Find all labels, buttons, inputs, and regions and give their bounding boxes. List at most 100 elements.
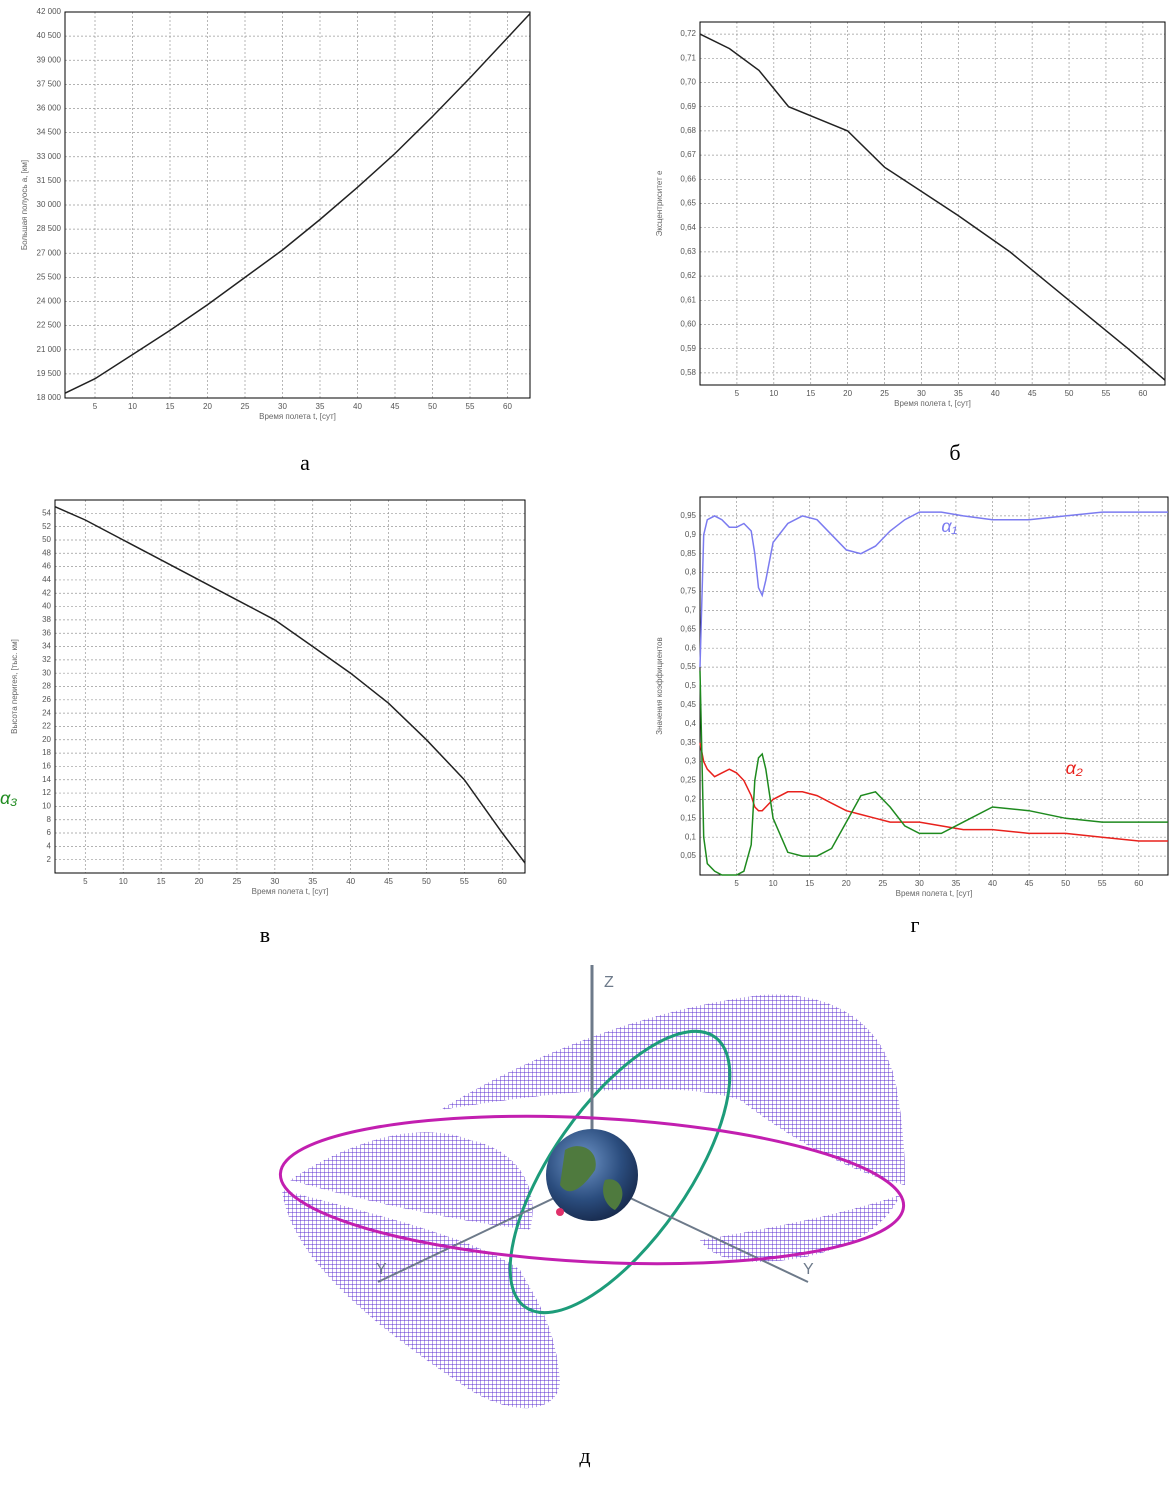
y-tick-label: 2 xyxy=(47,855,52,864)
y-tick-label: 20 xyxy=(42,735,51,744)
x-tick-label: 15 xyxy=(806,389,815,398)
y-tick-label: 0,71 xyxy=(680,53,696,62)
y-tick-label: 18 000 xyxy=(37,393,62,402)
y-tick-label: 0,8 xyxy=(685,568,697,577)
y-tick-label: 27 000 xyxy=(37,248,62,257)
trajectory-surface xyxy=(440,994,905,1185)
x-tick-label: 15 xyxy=(166,402,175,411)
x-tick-label: 40 xyxy=(353,402,362,411)
y-tick-label: 0,67 xyxy=(680,150,696,159)
y-tick-label: 0,4 xyxy=(685,719,697,728)
x-tick-label: 50 xyxy=(1061,879,1070,888)
y-tick-label: 28 xyxy=(42,682,51,691)
final-orbit xyxy=(278,1114,906,1266)
x-tick-label: 35 xyxy=(316,402,325,411)
panel-caption: а xyxy=(300,450,310,475)
y-tick-label: 0,3 xyxy=(685,757,697,766)
y-tick-label: 4 xyxy=(47,841,52,850)
x-tick-label: 20 xyxy=(203,402,212,411)
y-tick-label: 18 xyxy=(42,748,51,757)
x-tick-label: 10 xyxy=(769,389,778,398)
x-tick-label: 30 xyxy=(278,402,287,411)
x-tick-label: 50 xyxy=(1065,389,1074,398)
panel-caption: г xyxy=(910,912,919,937)
x-axis-label: Время полета t, [сут] xyxy=(896,889,973,898)
y-tick-label: 37 500 xyxy=(37,79,62,88)
y-tick-label: 0,68 xyxy=(680,126,696,135)
y-tick-label: 48 xyxy=(42,548,51,557)
x-axis-label: Время полета t, [сут] xyxy=(894,399,971,408)
x-tick-label: 35 xyxy=(954,389,963,398)
chart: 0,05 0,1 0,15 0,2 0,25 0,3 0,35 0,4 0,45 0,5 0,55 0… xyxy=(0,496,1169,937)
y-tick-label: 36 000 xyxy=(37,104,62,113)
axis-label: Y xyxy=(376,1261,387,1278)
y-tick-label: 22 500 xyxy=(37,321,62,330)
y-tick-label: 39 000 xyxy=(37,55,62,64)
x-tick-label: 55 xyxy=(1101,389,1110,398)
y-tick-label: 0,15 xyxy=(680,813,696,822)
trajectory-surface xyxy=(290,1132,533,1230)
y-tick-label: 0,61 xyxy=(680,295,696,304)
y-tick-label: 0,55 xyxy=(680,662,696,671)
trajectory-surface xyxy=(700,1195,900,1262)
spacecraft xyxy=(556,1208,564,1216)
series-line xyxy=(699,742,1168,842)
x-tick-label: 10 xyxy=(769,879,778,888)
series-label: α₁ xyxy=(941,516,957,536)
y-tick-label: 42 xyxy=(42,588,51,597)
x-tick-label: 5 xyxy=(734,879,739,888)
series-line xyxy=(699,670,1168,876)
y-axis-label: Значения коэффициентов xyxy=(655,637,664,735)
y-tick-label: 24 000 xyxy=(37,297,62,306)
y-tick-label: 0,58 xyxy=(680,368,696,377)
x-axis-label: Время полета t, [сут] xyxy=(252,887,329,896)
y-tick-label: 0,63 xyxy=(680,247,696,256)
x-tick-label: 5 xyxy=(735,389,740,398)
y-tick-label: 32 xyxy=(42,655,51,664)
x-tick-label: 55 xyxy=(466,402,475,411)
trajectory-surface xyxy=(282,1190,560,1409)
y-tick-label: 33 000 xyxy=(37,152,62,161)
plot-frame xyxy=(699,21,1166,386)
y-tick-label: 0,69 xyxy=(680,102,696,111)
axis-label: Z xyxy=(604,974,614,991)
x-tick-label: 60 xyxy=(1134,879,1143,888)
panel-caption: в xyxy=(260,922,270,947)
y-tick-label: 30 000 xyxy=(37,200,62,209)
x-tick-label: 45 xyxy=(384,877,393,886)
x-tick-label: 35 xyxy=(308,877,317,886)
orbit-illustration: Z Y Y д xyxy=(278,965,906,1468)
y-tick-label: 0,95 xyxy=(680,511,696,520)
x-tick-label: 15 xyxy=(157,877,166,886)
x-tick-label: 5 xyxy=(93,402,98,411)
y-tick-label: 54 xyxy=(42,508,51,517)
x-tick-label: 25 xyxy=(878,879,887,888)
data-line xyxy=(54,506,526,864)
x-tick-label: 15 xyxy=(805,879,814,888)
y-tick-label: 0,70 xyxy=(680,78,696,87)
y-tick-label: 50 xyxy=(42,535,51,544)
y-tick-label: 25 500 xyxy=(37,272,62,281)
y-tick-label: 0,65 xyxy=(680,199,696,208)
y-tick-label: 0,25 xyxy=(680,776,696,785)
y-tick-label: 44 xyxy=(42,575,51,584)
x-tick-label: 5 xyxy=(83,877,88,886)
y-tick-label: 28 500 xyxy=(37,224,62,233)
x-tick-label: 20 xyxy=(843,389,852,398)
x-tick-label: 50 xyxy=(428,402,437,411)
x-tick-label: 10 xyxy=(128,402,137,411)
y-tick-label: 42 000 xyxy=(37,7,62,16)
data-line xyxy=(64,13,531,394)
x-tick-label: 30 xyxy=(915,879,924,888)
series-line xyxy=(699,511,1168,668)
initial-orbit xyxy=(508,1029,732,1315)
y-tick-label: 46 xyxy=(42,562,51,571)
x-axis-label: Время полета t, [сут] xyxy=(259,412,336,421)
y-tick-label: 21 000 xyxy=(37,345,62,354)
earth xyxy=(546,1129,638,1221)
chart: 18 000 19 500 21 000 22 500 24 000 25 500 27 0… xyxy=(20,7,531,475)
continents xyxy=(560,1146,623,1210)
plot-frame xyxy=(64,11,531,399)
y-tick-label: 0,85 xyxy=(680,549,696,558)
x-tick-label: 60 xyxy=(503,402,512,411)
